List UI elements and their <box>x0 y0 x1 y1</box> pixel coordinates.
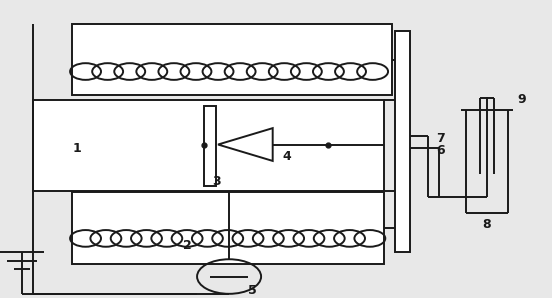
Bar <box>33 100 384 191</box>
Bar <box>72 24 392 95</box>
Text: 9: 9 <box>517 93 526 106</box>
Text: 5: 5 <box>248 284 257 297</box>
Text: 6: 6 <box>436 144 445 157</box>
Bar <box>72 192 384 264</box>
Text: 7: 7 <box>436 132 445 145</box>
Polygon shape <box>218 128 273 161</box>
Text: 1: 1 <box>73 142 82 156</box>
Text: 4: 4 <box>283 150 291 163</box>
Bar <box>204 106 216 186</box>
Text: 8: 8 <box>482 218 491 232</box>
Text: 3: 3 <box>213 175 221 188</box>
Text: 2: 2 <box>183 239 192 252</box>
Bar <box>395 31 410 252</box>
